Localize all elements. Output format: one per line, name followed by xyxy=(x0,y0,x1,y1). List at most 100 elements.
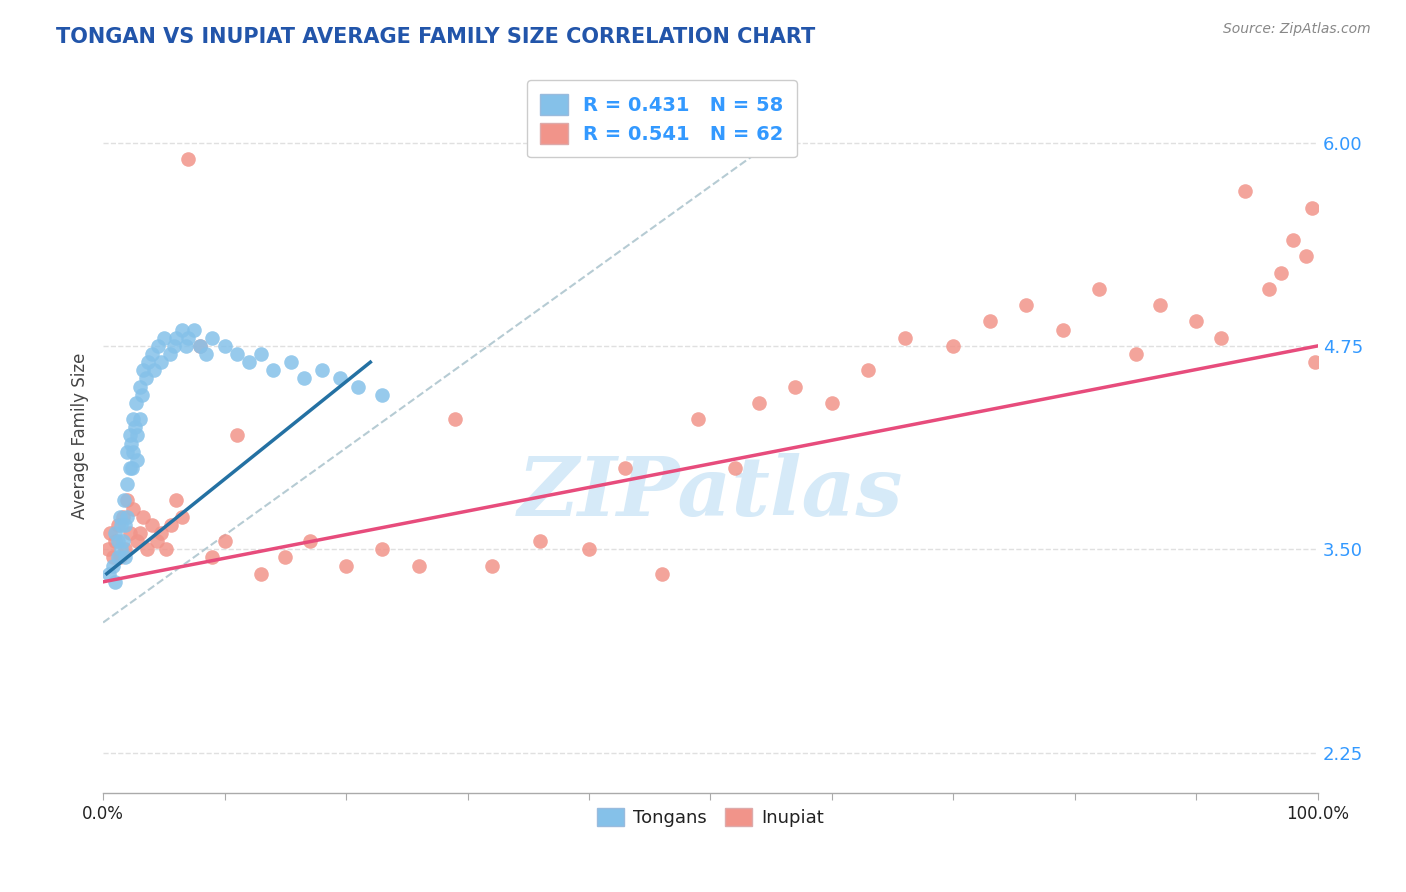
Legend: Tongans, Inupiat: Tongans, Inupiat xyxy=(591,801,831,834)
Point xyxy=(101,558,124,573)
Point xyxy=(122,412,145,426)
Point xyxy=(225,347,247,361)
Point xyxy=(150,355,173,369)
Text: TONGAN VS INUPIAT AVERAGE FAMILY SIZE CORRELATION CHART: TONGAN VS INUPIAT AVERAGE FAMILY SIZE CO… xyxy=(56,27,815,46)
Point xyxy=(529,534,551,549)
Point xyxy=(1270,266,1292,280)
Point xyxy=(101,550,124,565)
Point xyxy=(125,396,148,410)
Point xyxy=(371,542,394,557)
Point xyxy=(111,534,134,549)
Point xyxy=(117,477,139,491)
Point xyxy=(111,509,134,524)
Point xyxy=(141,347,163,361)
Point xyxy=(1185,314,1208,328)
Point xyxy=(150,526,173,541)
Point xyxy=(145,534,167,549)
Point xyxy=(107,550,129,565)
Point xyxy=(1301,201,1323,215)
Point xyxy=(100,526,122,541)
Point xyxy=(108,509,131,524)
Point xyxy=(724,461,747,475)
Point xyxy=(1258,282,1281,296)
Point xyxy=(371,388,394,402)
Point xyxy=(143,363,166,377)
Point xyxy=(250,566,273,581)
Point xyxy=(785,379,807,393)
Point xyxy=(104,526,127,541)
Point xyxy=(117,509,139,524)
Point xyxy=(122,501,145,516)
Point xyxy=(146,339,169,353)
Point xyxy=(1233,185,1256,199)
Point xyxy=(177,331,200,345)
Point xyxy=(114,517,136,532)
Point xyxy=(141,517,163,532)
Point xyxy=(408,558,430,573)
Point xyxy=(128,379,150,393)
Point xyxy=(748,396,770,410)
Point xyxy=(201,331,224,345)
Point xyxy=(127,534,149,549)
Point xyxy=(136,355,159,369)
Point xyxy=(160,517,183,532)
Text: ZIPatlas: ZIPatlas xyxy=(517,452,903,533)
Point xyxy=(858,363,880,377)
Point xyxy=(1088,282,1111,296)
Point xyxy=(112,493,135,508)
Point xyxy=(159,347,181,361)
Point xyxy=(110,542,132,557)
Point xyxy=(201,550,224,565)
Point xyxy=(942,339,965,353)
Point xyxy=(132,509,155,524)
Point xyxy=(172,323,194,337)
Point xyxy=(155,542,177,557)
Point xyxy=(153,331,176,345)
Point xyxy=(124,420,146,434)
Point xyxy=(188,339,211,353)
Point xyxy=(118,461,141,475)
Point xyxy=(821,396,844,410)
Point xyxy=(122,444,145,458)
Point xyxy=(335,558,357,573)
Point xyxy=(1149,298,1171,312)
Point xyxy=(1282,233,1305,247)
Point xyxy=(688,412,710,426)
Point xyxy=(444,412,467,426)
Point xyxy=(98,566,121,581)
Point xyxy=(114,550,136,565)
Point xyxy=(214,534,236,549)
Point xyxy=(1305,355,1327,369)
Point xyxy=(128,526,150,541)
Point xyxy=(117,444,139,458)
Point xyxy=(128,412,150,426)
Point xyxy=(578,542,600,557)
Point xyxy=(311,363,333,377)
Point xyxy=(120,436,142,450)
Point xyxy=(1052,323,1074,337)
Y-axis label: Average Family Size: Average Family Size xyxy=(72,352,89,518)
Point xyxy=(177,152,200,166)
Point xyxy=(165,493,187,508)
Point xyxy=(329,371,352,385)
Point xyxy=(1295,249,1317,263)
Point xyxy=(110,517,132,532)
Point xyxy=(979,314,1001,328)
Point xyxy=(614,461,637,475)
Point xyxy=(121,461,143,475)
Point xyxy=(481,558,503,573)
Point xyxy=(104,534,127,549)
Point xyxy=(280,355,302,369)
Point xyxy=(292,371,315,385)
Point xyxy=(347,379,370,393)
Point xyxy=(274,550,297,565)
Point xyxy=(97,542,120,557)
Point xyxy=(131,388,153,402)
Point xyxy=(114,542,136,557)
Point xyxy=(117,493,139,508)
Point xyxy=(188,339,211,353)
Point xyxy=(118,428,141,442)
Point xyxy=(104,574,127,589)
Point xyxy=(195,347,218,361)
Point xyxy=(172,509,194,524)
